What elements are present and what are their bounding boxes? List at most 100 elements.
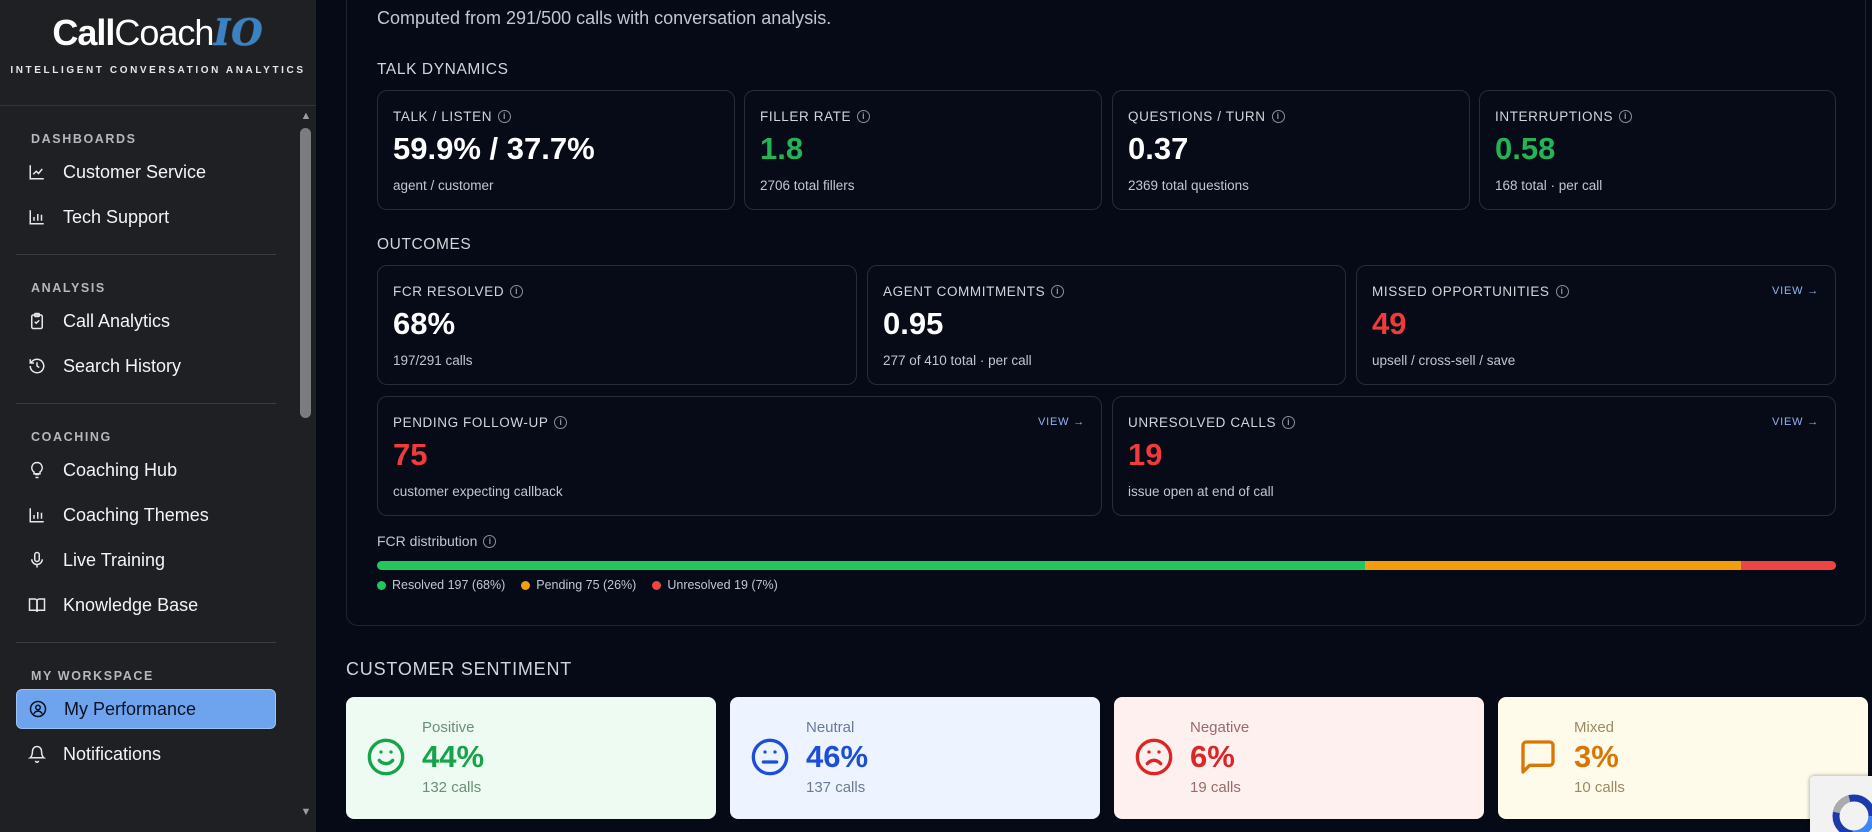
card-label-text: MISSED OPPORTUNITIES (1372, 284, 1550, 299)
fcr-distribution-label: FCR distribution i (377, 533, 497, 549)
legend-text: Resolved 197 (68%) (392, 578, 506, 592)
card-sub: 168 total · per call (1495, 178, 1603, 193)
info-icon[interactable]: i (1619, 110, 1633, 123)
sidebar-item-label: My Performance (64, 698, 197, 719)
logo-io: IO (213, 12, 264, 54)
logo-call: Call (52, 12, 115, 53)
card-label-text: FCR RESOLVED (393, 284, 505, 299)
info-icon[interactable]: i (554, 416, 568, 429)
card-label-text: PENDING FOLLOW-UP (393, 415, 549, 430)
info-icon[interactable]: i (498, 110, 512, 123)
talk-listen-card: TALK / LISTEN i 59.9% / 37.7% agent / cus… (377, 90, 735, 210)
sidebar-item-tech-support[interactable]: Tech Support (16, 197, 276, 237)
card-label-text: TALK / LISTEN (393, 109, 493, 124)
neutral-face-icon (750, 737, 790, 777)
conversation-panel (346, 0, 1866, 626)
sentiment-label: Mixed (1574, 719, 1615, 736)
recaptcha-badge[interactable] (1810, 776, 1872, 832)
sidebar-scrollbar[interactable]: ▲ ▼ (296, 106, 316, 824)
card-value: 19 (1128, 437, 1163, 472)
info-icon[interactable]: i (857, 110, 871, 123)
card-value: 49 (1372, 306, 1407, 341)
sidebar-item-label: Live Training (63, 549, 166, 570)
missed-opportunities-card: MISSED OPPORTUNITIES i VIEW → 49 upsell /… (1356, 265, 1836, 385)
microphone-icon (27, 550, 47, 570)
view-unresolved-calls-link[interactable]: VIEW → (1772, 416, 1819, 428)
card-label: QUESTIONS / TURN i (1128, 109, 1285, 124)
fcr-distribution-text: FCR distribution (377, 533, 478, 549)
clipboard-icon (27, 311, 47, 331)
view-pending-follow-up-link[interactable]: VIEW → (1038, 416, 1085, 428)
sentiment-value: 44% (422, 739, 485, 774)
card-value: 0.58 (1495, 131, 1556, 166)
card-sub: agent / customer (393, 178, 494, 193)
sidebar-item-live-training[interactable]: Live Training (16, 540, 276, 580)
info-icon[interactable]: i (483, 534, 497, 548)
sidebar-item-label: Coaching Themes (63, 504, 209, 525)
legend-item-pending: Pending 75 (26%) (521, 578, 636, 592)
fcr-distribution-legend: Resolved 197 (68%) Pending 75 (26%) Unreso… (377, 578, 778, 592)
scroll-up-icon[interactable]: ▲ (300, 110, 312, 122)
card-sub: issue open at end of call (1128, 484, 1274, 499)
legend-dot (652, 580, 662, 590)
legend-text: Unresolved 19 (7%) (667, 578, 778, 592)
nav-section-title: MY WORKSPACE (31, 669, 154, 683)
interruptions-card: INTERRUPTIONS i 0.58 168 total · per call (1479, 90, 1836, 210)
fcr-resolved-card: FCR RESOLVED i 68% 197/291 calls (377, 265, 857, 385)
sentiment-sub: 137 calls (806, 779, 866, 796)
sentiment-sub: 10 calls (1574, 779, 1625, 796)
sidebar-item-customer-service[interactable]: Customer Service (16, 152, 276, 192)
scroll-down-icon[interactable]: ▼ (300, 806, 312, 818)
sidebar-item-label: Customer Service (63, 161, 207, 182)
card-label: INTERRUPTIONS i (1495, 109, 1633, 124)
card-label: UNRESOLVED CALLS i (1128, 415, 1296, 430)
sidebar-item-my-performance[interactable]: My Performance (16, 689, 276, 729)
user-circle-icon (28, 699, 48, 719)
sidebar-item-notifications[interactable]: Notifications (16, 734, 276, 774)
card-label-text: FILLER RATE (760, 109, 852, 124)
info-icon[interactable]: i (1555, 285, 1569, 298)
sentiment-sub: 19 calls (1190, 779, 1241, 796)
logo[interactable]: CallCoachIO INTELLIGENT CONVERSATION ANA… (0, 0, 316, 106)
sidebar-item-call-analytics[interactable]: Call Analytics (16, 301, 276, 341)
legend-item-resolved: Resolved 197 (68%) (377, 578, 505, 592)
card-value: 59.9% / 37.7% (393, 131, 595, 166)
card-label: MISSED OPPORTUNITIES i (1372, 284, 1569, 299)
card-sub: 197/291 calls (393, 353, 473, 368)
sentiment-card-positive: Positive 44% 132 calls (346, 697, 716, 819)
sidebar-item-label: Notifications (63, 743, 162, 764)
card-sub: 277 of 410 total · per call (883, 353, 1032, 368)
bar-chart-icon (27, 505, 47, 525)
nav-section-analysis: ANALYSIS Call Analytics Search History (16, 255, 276, 404)
view-missed-opportunities-link[interactable]: VIEW → (1772, 285, 1819, 297)
info-icon[interactable]: i (510, 285, 524, 298)
sidebar-item-search-history[interactable]: Search History (16, 346, 276, 386)
info-icon[interactable]: i (1271, 110, 1285, 123)
nav-section-title: DASHBOARDS (31, 132, 137, 146)
pending-follow-up-card: PENDING FOLLOW-UP i VIEW → 75 customer ex… (377, 396, 1102, 516)
card-label: FILLER RATE i (760, 109, 871, 124)
legend-dot (377, 580, 386, 590)
legend-dot (521, 580, 531, 590)
scroll-thumb[interactable] (300, 128, 311, 418)
unresolved-calls-card: UNRESOLVED CALLS i VIEW → 19 issue open a… (1112, 396, 1836, 516)
sidebar-item-coaching-hub[interactable]: Coaching Hub (16, 450, 276, 490)
sidebar-item-label: Search History (63, 355, 182, 376)
sidebar-nav: DASHBOARDS Customer Service Tech Support… (16, 106, 276, 791)
card-value: 75 (393, 437, 428, 472)
legend-text: Pending 75 (26%) (536, 578, 637, 592)
sentiment-value: 46% (806, 739, 869, 774)
nav-section-dashboards: DASHBOARDS Customer Service Tech Support (16, 106, 276, 255)
logo-title: CallCoachIO (0, 12, 316, 54)
info-icon[interactable]: i (1051, 285, 1065, 298)
sentiment-value: 3% (1574, 739, 1619, 774)
recaptcha-icon (1832, 794, 1872, 832)
sidebar-item-coaching-themes[interactable]: Coaching Themes (16, 495, 276, 535)
card-label-text: AGENT COMMITMENTS (883, 284, 1046, 299)
sentiment-label: Neutral (806, 719, 855, 736)
card-label-text: QUESTIONS / TURN (1128, 109, 1266, 124)
sidebar-item-label: Knowledge Base (63, 594, 199, 615)
logo-coach: Coach (114, 12, 214, 53)
info-icon[interactable]: i (1282, 416, 1296, 429)
sidebar-item-knowledge-base[interactable]: Knowledge Base (16, 585, 276, 625)
